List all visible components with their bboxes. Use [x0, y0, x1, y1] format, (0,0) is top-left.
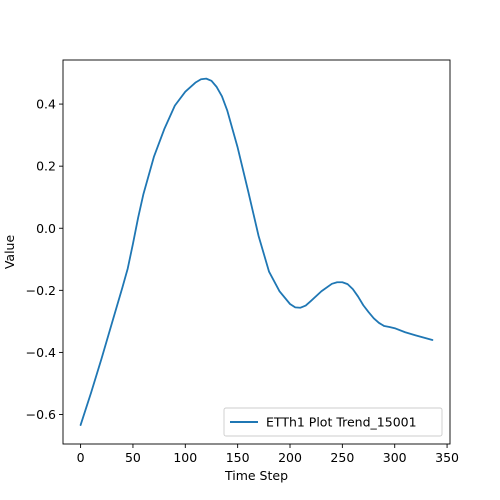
x-tick-label: 50	[125, 450, 141, 465]
y-tick-label: −0.2	[26, 283, 56, 298]
x-tick-label: 100	[173, 450, 197, 465]
legend-box	[223, 407, 443, 437]
y-tick-label: 0.0	[36, 221, 56, 236]
y-axis-label: Value	[2, 235, 17, 270]
x-tick-label: 0	[77, 450, 85, 465]
x-axis-label: Time Step	[224, 468, 288, 483]
legend: ETTh1 Plot Trend_15001	[223, 407, 443, 437]
y-tick-label: −0.6	[26, 407, 56, 422]
series-line-0	[79, 77, 434, 426]
axes-frame	[62, 59, 451, 445]
y-tick-label: 0.2	[36, 159, 56, 174]
y-tick-label: −0.4	[26, 345, 56, 360]
x-tick-label: 200	[278, 450, 302, 465]
x-tick-label: 300	[383, 450, 407, 465]
plot-area	[79, 77, 434, 426]
x-tick-label: 350	[435, 450, 459, 465]
y-tick-label: 0.4	[36, 97, 56, 112]
x-tick-label: 150	[226, 450, 250, 465]
ticks: 0 50 100 150 200 250 300 350 −0.6 −0.4 −0.2 0.0 0.2 0…	[26, 97, 459, 465]
legend-entry: ETTh1 Plot Trend_15001	[266, 415, 417, 430]
x-tick-label: 250	[330, 450, 354, 465]
